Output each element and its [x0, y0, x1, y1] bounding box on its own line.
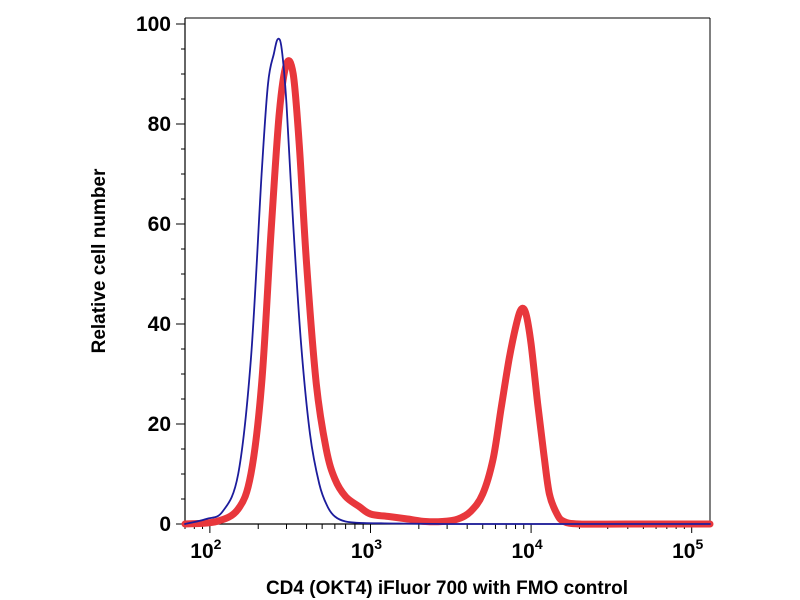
- y-tick-label: 100: [136, 13, 171, 36]
- y-tick-label: 0: [159, 513, 171, 536]
- x-tick-label: 102: [190, 536, 221, 563]
- series-fmo-control-line: [184, 37, 711, 525]
- x-tick-label: 103: [351, 536, 382, 563]
- x-tick-label: 104: [512, 536, 543, 563]
- y-tick-label: 40: [148, 313, 171, 336]
- y-axis-ticks: 0 20 40 60 80 100: [136, 13, 185, 536]
- y-axis-label: Relative cell number: [89, 168, 110, 353]
- series-cd4-line: [181, 57, 714, 528]
- x-tick-label: 105: [672, 536, 703, 563]
- y-tick-label: 80: [148, 113, 171, 136]
- series-layer: [181, 37, 714, 528]
- x-axis-ticks: 102 103 104 105: [184, 524, 703, 563]
- y-tick-label: 20: [148, 413, 171, 436]
- y-tick-label: 60: [148, 213, 171, 236]
- x-axis-label: CD4 (OKT4) iFluor 700 with FMO control: [266, 578, 628, 599]
